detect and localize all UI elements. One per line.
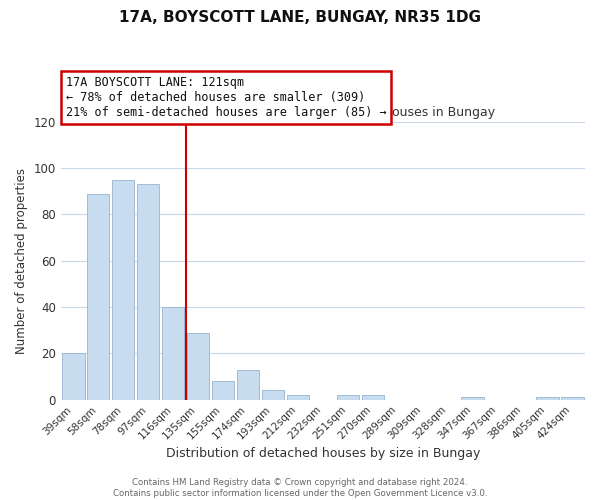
Title: Size of property relative to detached houses in Bungay: Size of property relative to detached ho… <box>151 106 496 120</box>
Text: Contains HM Land Registry data © Crown copyright and database right 2024.
Contai: Contains HM Land Registry data © Crown c… <box>113 478 487 498</box>
Bar <box>262 390 284 400</box>
Bar <box>536 398 559 400</box>
Bar <box>162 307 184 400</box>
Text: 17A, BOYSCOTT LANE, BUNGAY, NR35 1DG: 17A, BOYSCOTT LANE, BUNGAY, NR35 1DG <box>119 10 481 25</box>
Bar <box>337 395 359 400</box>
Bar <box>62 354 85 400</box>
Bar <box>87 194 109 400</box>
Bar <box>237 370 259 400</box>
Bar <box>461 398 484 400</box>
Bar <box>362 395 384 400</box>
Text: 17A BOYSCOTT LANE: 121sqm
← 78% of detached houses are smaller (309)
21% of semi: 17A BOYSCOTT LANE: 121sqm ← 78% of detac… <box>66 76 386 119</box>
X-axis label: Distribution of detached houses by size in Bungay: Distribution of detached houses by size … <box>166 447 480 460</box>
Bar <box>561 398 584 400</box>
Bar <box>212 381 234 400</box>
Bar <box>187 332 209 400</box>
Y-axis label: Number of detached properties: Number of detached properties <box>15 168 28 354</box>
Bar <box>112 180 134 400</box>
Bar <box>137 184 160 400</box>
Bar <box>287 395 309 400</box>
